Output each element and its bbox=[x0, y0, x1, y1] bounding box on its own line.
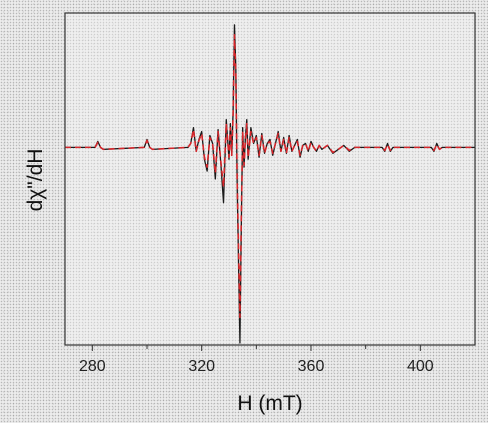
plot-frame bbox=[64, 12, 476, 346]
x-tick-label: 320 bbox=[188, 358, 215, 375]
x-tick-label: 400 bbox=[407, 358, 434, 375]
plot-area bbox=[65, 13, 475, 345]
x-tick-label: 280 bbox=[79, 358, 106, 375]
y-axis-title: dχ"/dH bbox=[24, 149, 47, 212]
x-axis-title: H (mT) bbox=[237, 392, 302, 415]
series-line-dashed-red bbox=[65, 33, 475, 319]
x-tick-label: 360 bbox=[298, 358, 325, 375]
